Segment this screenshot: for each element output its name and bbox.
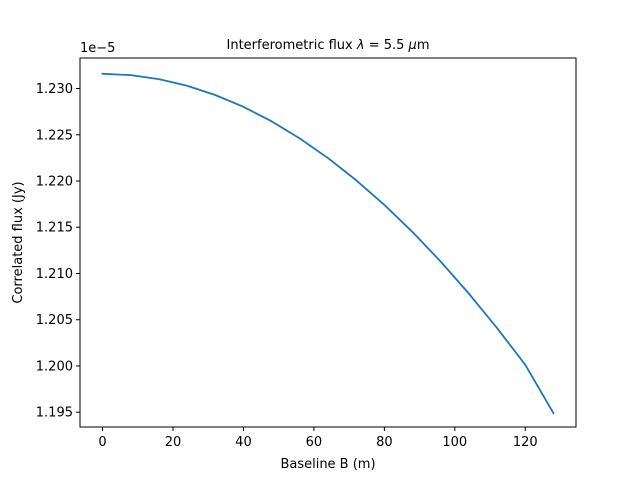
- y-tick-label: 1.210: [36, 267, 73, 282]
- chart-title: Interferometric flux λ = 5.5 μm: [227, 38, 430, 53]
- x-tick-label: 20: [165, 435, 182, 450]
- y-tick-label: 1.205: [36, 313, 73, 328]
- y-tick-label: 1.195: [36, 406, 73, 421]
- plot-area: 0 20 40 60 80 100 120 1.195 1.200 1.205 1.210 1.215…: [36, 72, 555, 450]
- x-tick-label: 40: [235, 435, 252, 450]
- x-tick-label: 80: [376, 435, 393, 450]
- y-tick-label: 1.215: [36, 221, 73, 236]
- y-axis-label: Correlated flux (Jy): [11, 181, 26, 303]
- axes-frame: [79, 57, 577, 428]
- x-tick-label: 0: [98, 435, 106, 450]
- x-tick-label: 100: [442, 435, 467, 450]
- series-line: [101, 72, 555, 415]
- y-tick-label: 1.225: [36, 128, 73, 143]
- x-tick-label: 60: [306, 435, 323, 450]
- x-axis-label: Baseline B (m): [280, 457, 375, 472]
- y-tick-label: 1.200: [36, 359, 73, 374]
- x-tick-label: 120: [513, 435, 538, 450]
- y-tick-label: 1.230: [36, 82, 73, 97]
- y-offset-label: 1e−5: [80, 41, 115, 56]
- y-tick-label: 1.220: [36, 175, 73, 190]
